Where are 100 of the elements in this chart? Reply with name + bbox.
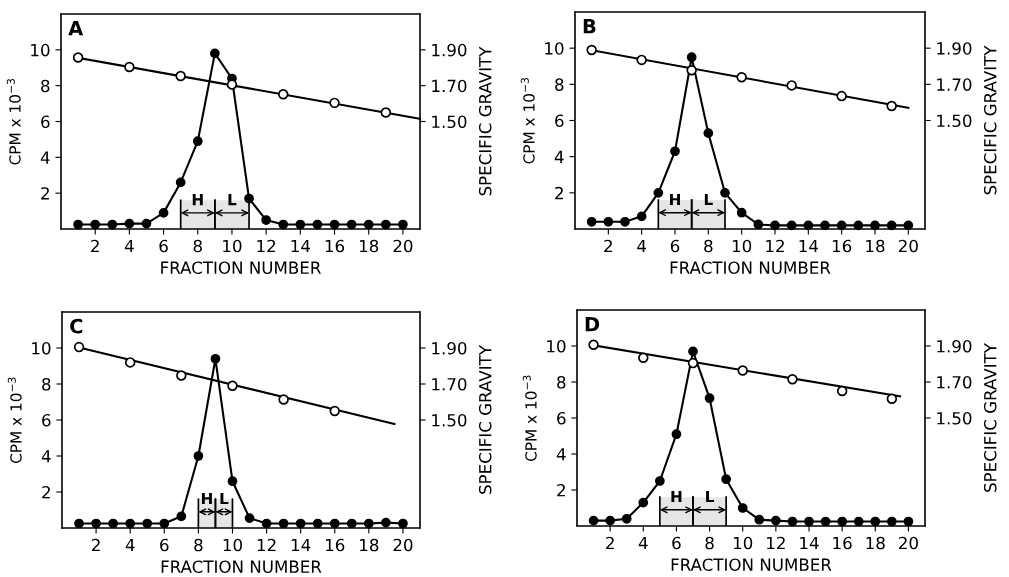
y2-tick-label: 1.90 [432, 43, 467, 57]
point [636, 54, 647, 66]
point [398, 518, 408, 529]
y-axis-title: CPM x 10$^{−3}$ [520, 78, 535, 164]
x-tick-label: 2 [92, 538, 100, 552]
x-axis-title: FRACTION NUMBER [670, 261, 831, 274]
point [686, 65, 697, 76]
point [621, 513, 632, 524]
band-label: H [192, 194, 203, 206]
point [227, 380, 238, 392]
y-tick-label: 10 [547, 339, 566, 353]
x-tick-label: 16 [325, 538, 345, 552]
y-tick-label: 2 [555, 186, 563, 200]
x-tick-label: 6 [670, 239, 680, 253]
chart-title: C [70, 318, 83, 334]
x-tick-label: 4 [638, 536, 648, 550]
point [73, 219, 83, 230]
y2-tick-label: 1.50 [937, 411, 972, 425]
point [804, 516, 814, 527]
point [124, 218, 135, 229]
y-tick-label: 8 [41, 79, 50, 93]
x-tick-label: 6 [159, 239, 168, 253]
y2-axis-title: SPECIFIC GRAVITY [478, 46, 492, 196]
y-axis-title: CPM x 10$^{−3}$ [6, 79, 21, 165]
band-label: H [201, 492, 212, 505]
point [142, 518, 153, 529]
point [329, 97, 340, 109]
x-tick-label: 16 [832, 239, 852, 253]
x-axis-title: FRACTION NUMBER [671, 558, 832, 571]
x-tick-label: 6 [160, 538, 169, 552]
point [836, 385, 848, 397]
point [381, 517, 391, 528]
x-tick-label: 10 [733, 536, 753, 550]
point [737, 365, 748, 376]
x-tick-label: 10 [223, 239, 242, 253]
point [886, 100, 897, 112]
point [193, 451, 204, 461]
x-tick-label: 2 [91, 239, 99, 253]
point [886, 516, 897, 527]
point [638, 352, 649, 363]
point [244, 513, 255, 523]
x-tick-label: 12 [257, 538, 276, 552]
x-tick-label: 18 [866, 239, 885, 253]
point [363, 518, 374, 529]
point [176, 370, 187, 381]
y2-tick-label: 1.50 [937, 114, 972, 128]
point [124, 357, 136, 368]
y-tick-label: 10 [545, 42, 564, 55]
point [73, 341, 85, 353]
band-label: L [704, 193, 713, 206]
point [380, 107, 392, 118]
point [209, 48, 220, 59]
y2-tick-label: 1.90 [937, 339, 972, 353]
x-tick-label: 2 [604, 239, 612, 253]
x-tick-label: 20 [898, 239, 918, 253]
point [91, 518, 101, 529]
band-label: H [671, 490, 682, 503]
point [210, 353, 221, 364]
x-tick-label: 16 [833, 536, 852, 550]
y-tick-label: 2 [557, 483, 565, 497]
y2-tick-label: 1.90 [432, 341, 467, 355]
y-axis-title: CPM x 10$^{−3}$ [522, 375, 537, 461]
y2-tick-label: 1.50 [432, 413, 467, 427]
x-tick-label: 8 [194, 538, 203, 552]
point [398, 219, 408, 230]
y-tick-label: 8 [555, 78, 564, 91]
point [380, 219, 391, 230]
point [886, 393, 898, 404]
point [124, 61, 135, 73]
point [605, 515, 616, 526]
point [125, 518, 136, 529]
x-tick-label: 8 [705, 536, 714, 550]
x-tick-label: 4 [125, 538, 135, 552]
point [786, 80, 797, 91]
y-tick-label: 4 [554, 150, 564, 163]
point [671, 429, 682, 440]
point [175, 177, 186, 188]
y2-tick-label: 1.70 [937, 375, 972, 389]
point [586, 44, 597, 56]
x-tick-label: 12 [767, 536, 785, 550]
x-tick-label: 10 [223, 538, 242, 552]
y2-axis-title: SPECIFIC GRAVITY [983, 45, 997, 195]
point [754, 514, 765, 525]
point [670, 146, 680, 157]
point [329, 405, 340, 417]
y-tick-label: 4 [40, 151, 50, 164]
y-tick-label: 2 [42, 485, 50, 499]
point [227, 476, 238, 487]
x-tick-label: 14 [800, 536, 819, 550]
y2-tick-label: 1.50 [432, 115, 467, 129]
y-tick-label: 4 [556, 448, 566, 461]
point [687, 357, 699, 369]
band-label: L [228, 194, 237, 206]
point [703, 128, 714, 139]
x-tick-label: 18 [866, 536, 885, 550]
point [588, 339, 599, 350]
y-axis-title: CPM x 10$^{−3}$ [7, 377, 22, 463]
point [836, 90, 847, 102]
x-tick-label: 16 [325, 239, 345, 253]
point [770, 515, 781, 526]
